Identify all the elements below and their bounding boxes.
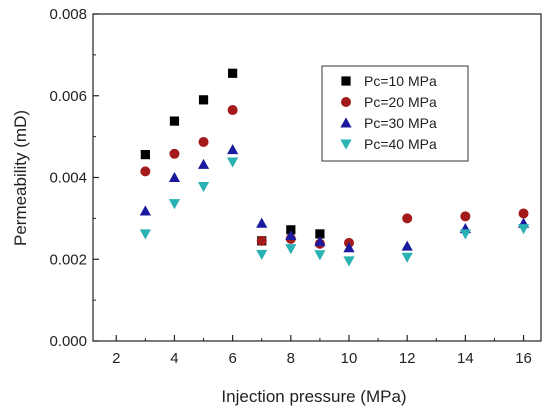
data-point bbox=[228, 68, 238, 78]
data-point bbox=[285, 229, 297, 241]
data-point bbox=[140, 150, 150, 160]
data-point bbox=[140, 166, 151, 177]
data-point bbox=[169, 116, 180, 126]
data-point bbox=[518, 208, 529, 219]
x-tick-label: 10 bbox=[341, 350, 358, 367]
axes: 2 4 6 8 10 12 14 16 0.000 0.002 0.004 0.006 0.008 bbox=[49, 6, 542, 367]
x-tick-label: 14 bbox=[457, 350, 474, 367]
x-tick-label: 16 bbox=[515, 350, 532, 367]
data-point bbox=[517, 224, 530, 235]
x-tick-label: 6 bbox=[228, 350, 236, 367]
data-point bbox=[343, 256, 355, 267]
x-tick-label: 4 bbox=[170, 350, 178, 367]
data-point bbox=[314, 236, 326, 247]
data-point bbox=[256, 249, 268, 260]
y-tick-label: 0.002 bbox=[49, 251, 87, 268]
data-point bbox=[460, 211, 471, 222]
data-point bbox=[227, 105, 238, 116]
data-point bbox=[286, 225, 296, 235]
data-point bbox=[198, 136, 209, 147]
y-tick-label: 0.006 bbox=[49, 88, 87, 105]
legend-marker bbox=[341, 97, 351, 107]
data-point bbox=[256, 217, 268, 228]
legend-marker bbox=[340, 117, 352, 128]
data-point bbox=[198, 95, 209, 105]
x-tick-label: 2 bbox=[112, 350, 120, 367]
legend-entry-label: Pc=30 MPa bbox=[364, 115, 437, 131]
data-point bbox=[169, 148, 180, 159]
data-point bbox=[401, 252, 413, 263]
legend: Pc=10 MPa Pc=20 MPa Pc=30 MPa Pc=40 MPa bbox=[321, 65, 469, 162]
legend-entry-label: Pc=10 MPa bbox=[364, 73, 437, 89]
data-point bbox=[401, 240, 413, 251]
legend-marker bbox=[341, 76, 351, 86]
data-point bbox=[197, 158, 210, 169]
data-point bbox=[459, 229, 471, 240]
data-point bbox=[314, 250, 326, 261]
data-point bbox=[227, 144, 239, 155]
legend-entry-label: Pc=20 MPa bbox=[364, 94, 437, 110]
data-point bbox=[402, 213, 413, 224]
y-tick-label: 0.004 bbox=[49, 170, 87, 187]
data-point bbox=[343, 242, 355, 253]
y-tick-label: 0.000 bbox=[49, 333, 87, 350]
data-point bbox=[227, 157, 239, 168]
x-tick-label: 8 bbox=[287, 350, 295, 367]
data-point bbox=[197, 182, 210, 193]
legend-marker bbox=[340, 139, 352, 150]
data-point bbox=[139, 205, 151, 216]
data-point bbox=[139, 229, 151, 240]
x-tick-label: 12 bbox=[399, 350, 416, 367]
data-point bbox=[315, 229, 325, 239]
legend-entry-label: Pc=40 MPa bbox=[364, 136, 437, 152]
data-point bbox=[256, 235, 267, 246]
y-tick-label: 0.008 bbox=[49, 6, 87, 23]
x-axis-label: Injection pressure (MPa) bbox=[221, 387, 406, 406]
data-point bbox=[285, 244, 297, 255]
y-axis-label: Permeability (mD) bbox=[11, 110, 30, 246]
data-point bbox=[168, 199, 181, 210]
data-points bbox=[139, 68, 530, 267]
data-point bbox=[168, 171, 181, 182]
